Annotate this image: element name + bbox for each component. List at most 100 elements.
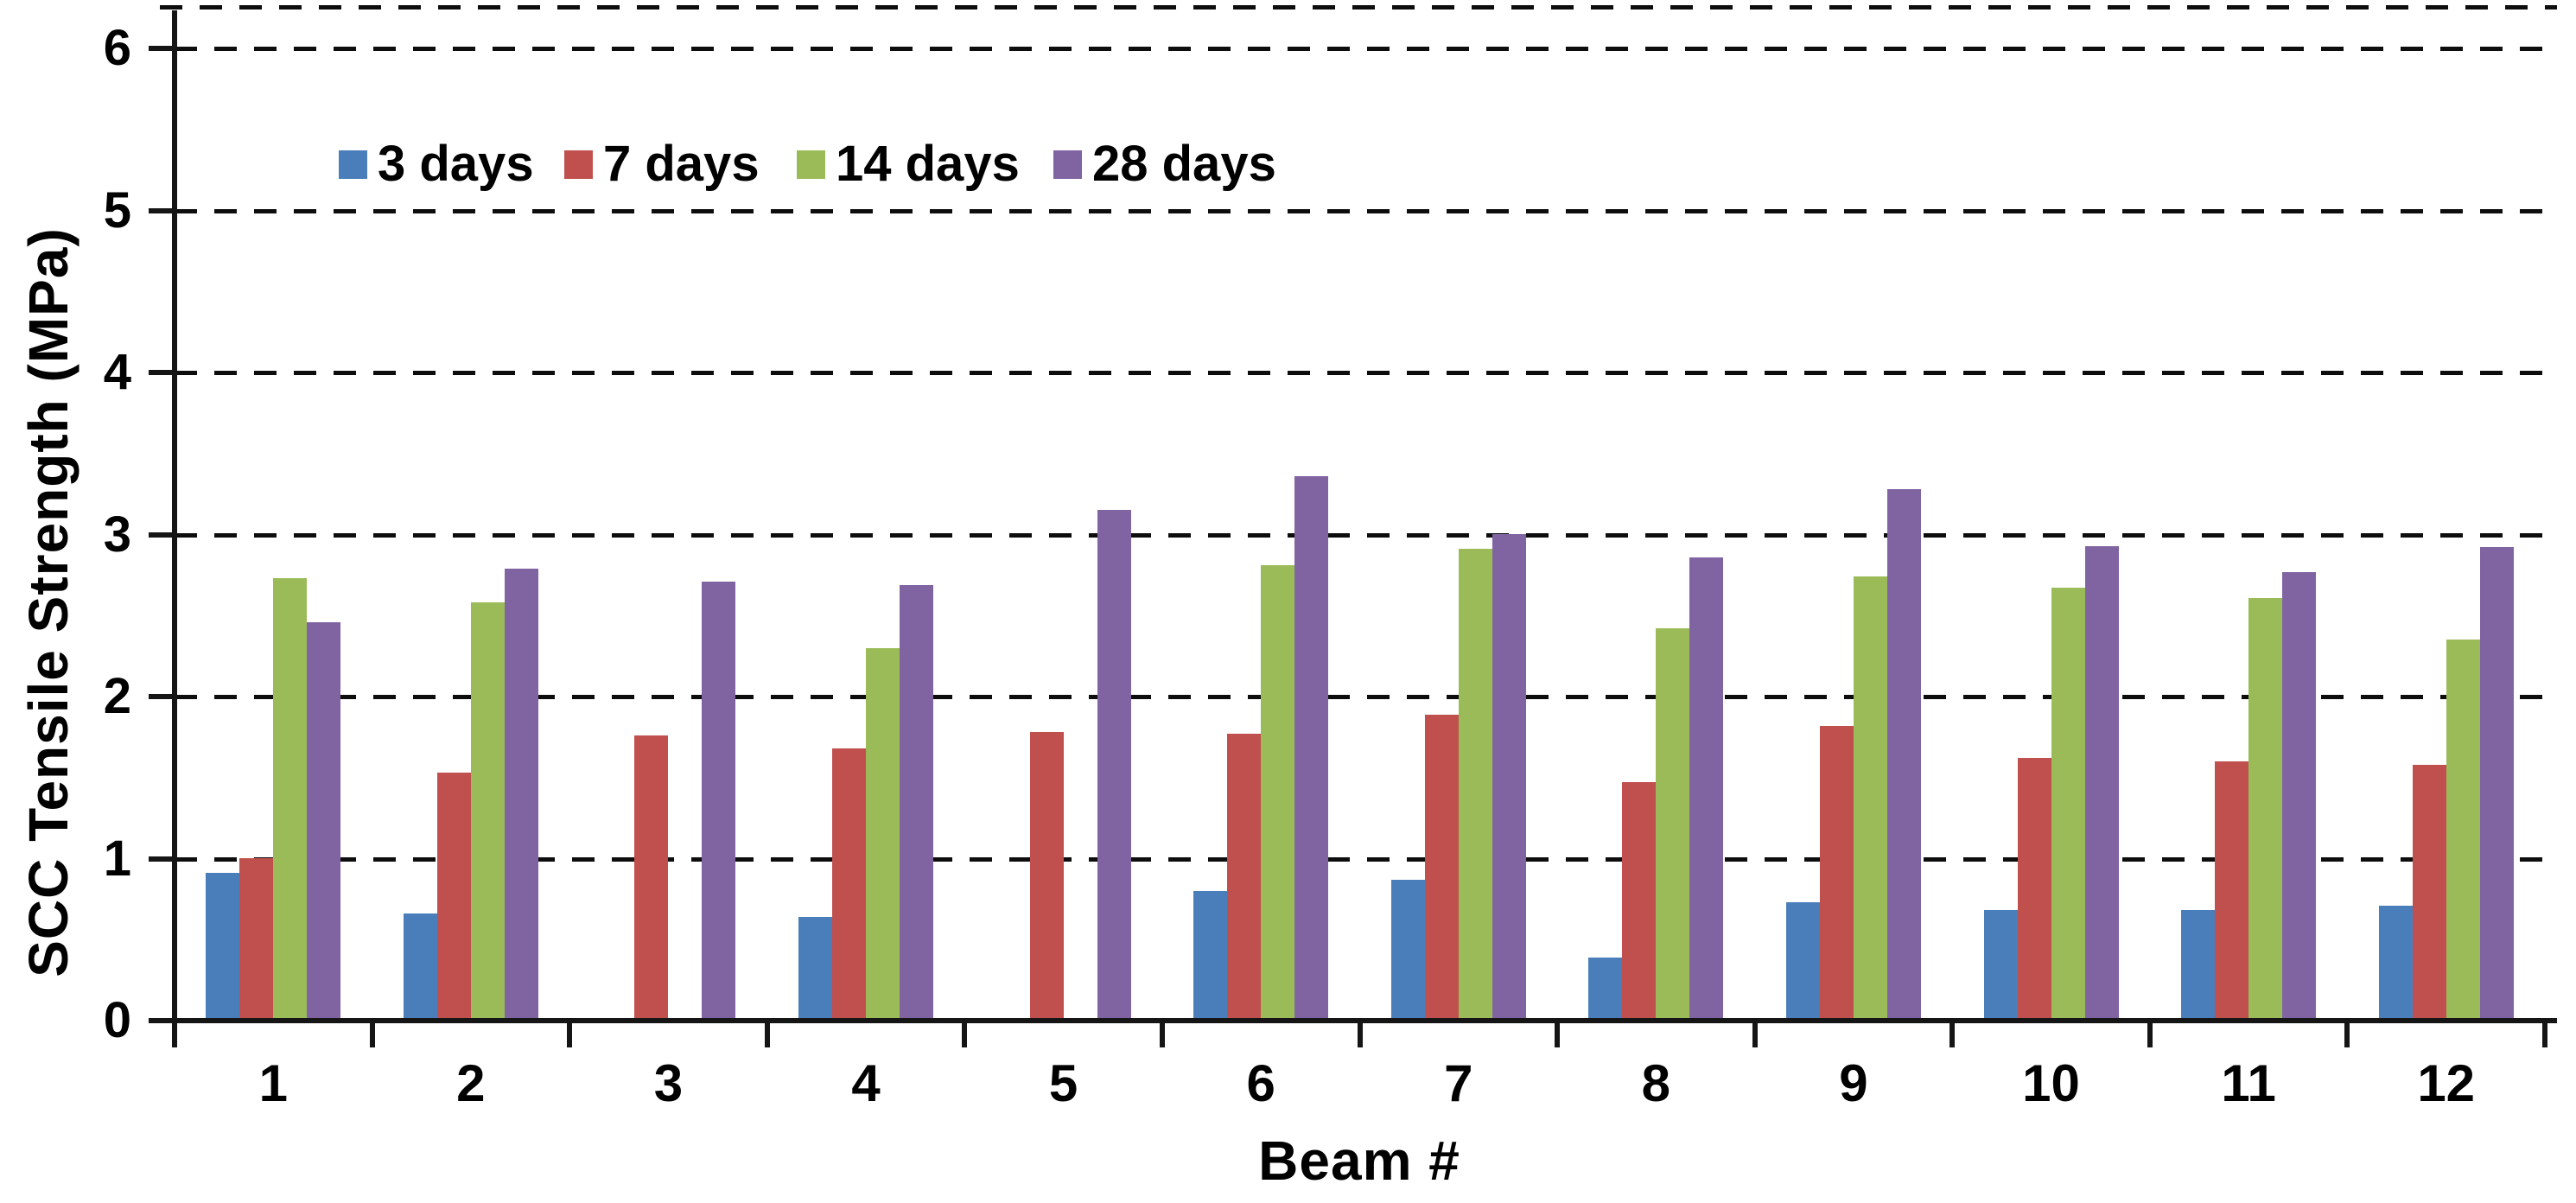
y-tick-6 [149,46,176,51]
gridline-y-6 [175,47,2545,51]
bar-14days-beam-1 [273,578,308,1021]
legend-label-7-days: 7 days [603,136,760,192]
x-tick-label-7: 7 [1444,1054,1473,1112]
bar-14days-beam-8 [1656,628,1690,1021]
legend-swatch-14-days [797,150,825,179]
x-tick-label-4: 4 [851,1054,881,1112]
bar-28days-beam-2 [504,569,538,1021]
x-tick-11 [2344,1023,2350,1047]
x-tick-0 [172,1023,177,1047]
bar-group-beam-8 [1557,0,1755,1021]
bar-group-beam-12 [2347,0,2545,1021]
bar-group-beam-10 [1952,0,2150,1021]
x-tick-label-2: 2 [456,1054,486,1112]
bar-group-beam-3 [569,0,767,1021]
y-tick-label-3: 3 [103,506,131,563]
bar-28days-beam-11 [2282,572,2317,1021]
bar-28days-beam-10 [2084,546,2119,1021]
x-tick-label-8: 8 [1641,1054,1671,1112]
bar-group-beam-9 [1755,0,1953,1021]
bar-group-beam-2 [372,0,570,1021]
bar-7days-beam-3 [634,735,669,1021]
bar-3days-beam-9 [1785,902,1820,1021]
legend-item-7-days: 7 days [564,137,760,192]
x-axis-title: Beam # [1258,1130,1460,1192]
x-tick-2 [567,1023,573,1047]
bar-7days-beam-12 [2412,765,2446,1021]
y-tick-label-5: 5 [103,181,131,239]
bar-28days-beam-7 [1492,534,1526,1021]
bar-group-beam-5 [964,0,1162,1021]
bar-3days-beam-1 [206,873,240,1021]
bar-28days-beam-9 [1886,489,1921,1021]
bar-14days-beam-9 [1853,576,1887,1021]
x-tick-8 [1752,1023,1758,1047]
bar-7days-beam-10 [2017,758,2051,1021]
x-tick-label-12: 12 [2417,1054,2476,1112]
bar-3days-beam-12 [2378,906,2413,1021]
legend-swatch-28-days [1053,150,1082,179]
y-tick-label-2: 2 [103,668,131,724]
bar-14days-beam-4 [866,648,900,1021]
x-tick-1 [369,1023,375,1047]
legend-swatch-3-days [339,150,367,179]
bar-7days-beam-4 [832,748,867,1021]
x-tick-12 [2542,1023,2547,1047]
y-tick-label-6: 6 [103,20,131,76]
bar-7days-beam-1 [239,858,274,1021]
bar-7days-beam-6 [1227,734,1262,1021]
bar-group-beam-7 [1360,0,1558,1021]
y-tick-2 [149,694,176,699]
bar-28days-beam-6 [1294,476,1329,1021]
x-tick-7 [1555,1023,1561,1047]
gridline-y-5 [175,208,2545,213]
gridline-y-1 [175,856,2545,862]
bar-14days-beam-2 [470,602,505,1021]
plot-top-dashed-line [160,5,2557,10]
bar-28days-beam-3 [702,582,736,1021]
x-axis-line [160,1018,2557,1023]
bar-group-beam-1 [175,0,372,1021]
x-tick-label-9: 9 [1839,1054,1868,1112]
legend-item-28-days: 28 days [1053,137,1276,192]
y-tick-4 [149,370,176,375]
y-tick-label-1: 1 [103,830,131,887]
x-tick-3 [764,1023,770,1047]
gridline-y-2 [175,695,2545,699]
legend-item-3-days: 3 days [339,137,534,192]
legend-swatch-7-days [564,150,593,179]
bar-28days-beam-4 [900,585,934,1021]
legend-label-14-days: 14 days [836,136,1020,192]
bar-7days-beam-11 [2215,761,2249,1021]
bar-7days-beam-8 [1622,782,1657,1021]
bar-7days-beam-2 [436,773,471,1021]
y-tick-label-0: 0 [103,992,131,1048]
y-tick-1 [149,856,176,862]
bar-group-beam-11 [2150,0,2348,1021]
x-tick-10 [2147,1023,2153,1047]
x-tick-label-3: 3 [653,1054,684,1112]
x-tick-label-5: 5 [1048,1054,1078,1112]
legend-item-14-days: 14 days [797,137,1020,192]
bar-14days-beam-11 [2248,598,2283,1021]
bar-14days-beam-6 [1261,565,1295,1021]
legend-label-28-days: 28 days [1092,136,1276,192]
bar-28days-beam-8 [1689,557,1724,1021]
x-tick-label-11: 11 [2221,1054,2276,1112]
bar-3days-beam-10 [1983,910,2018,1021]
x-tick-label-10: 10 [2022,1054,2080,1112]
x-tick-label-6: 6 [1246,1054,1275,1112]
bar-3days-beam-8 [1588,958,1623,1021]
x-tick-label-1: 1 [258,1054,288,1112]
bar-7days-beam-7 [1424,715,1459,1021]
legend-label-3-days: 3 days [378,136,534,192]
bar-3days-beam-4 [798,917,833,1021]
x-tick-5 [1159,1023,1165,1047]
bar-7days-beam-9 [1819,726,1854,1021]
bar-14days-beam-10 [2051,588,2085,1021]
bar-3days-beam-2 [403,913,437,1021]
bar-28days-beam-5 [1097,510,1131,1021]
y-axis-line [172,10,177,1024]
bar-3days-beam-11 [2181,910,2216,1021]
bar-3days-beam-7 [1390,880,1425,1021]
